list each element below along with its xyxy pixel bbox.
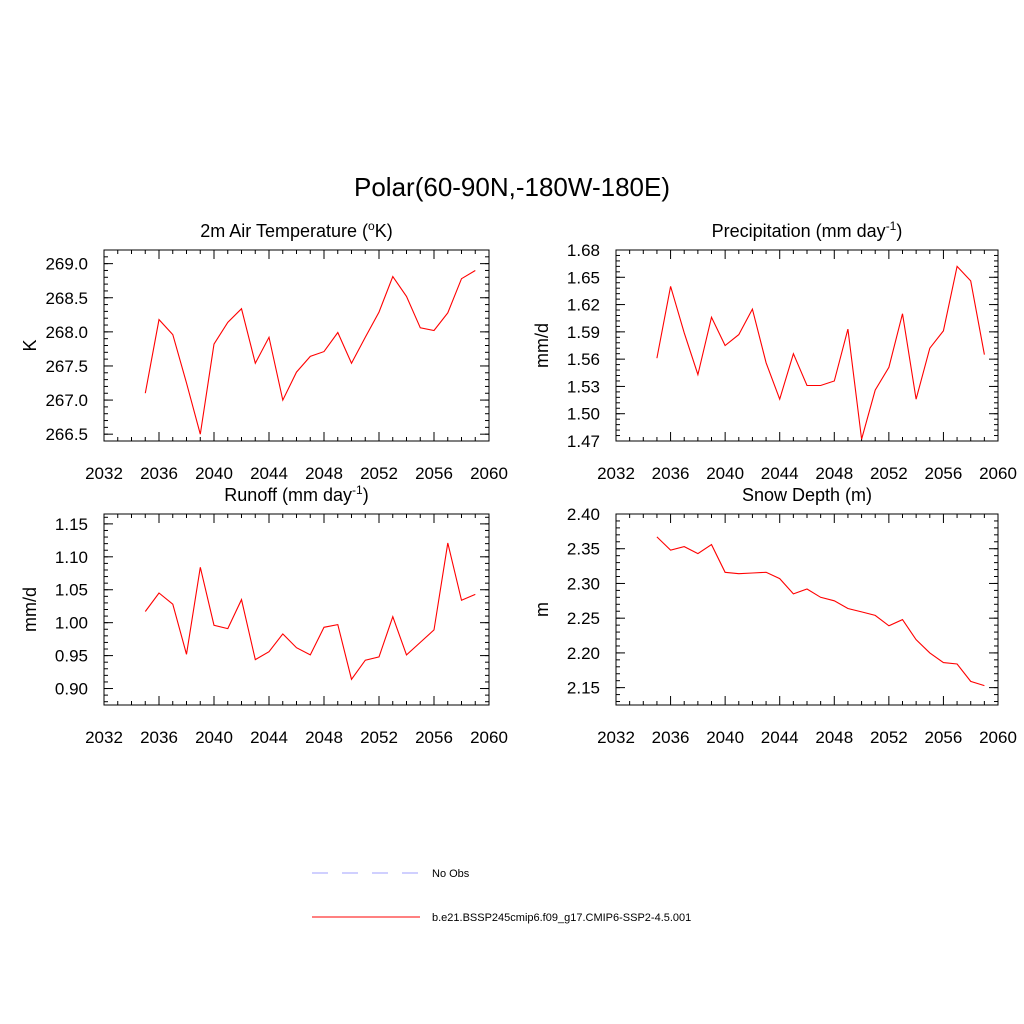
y-tick-label: 266.5 [45,425,88,444]
series-line [656,265,985,440]
x-tick-label: 2036 [140,464,178,483]
x-tick-label: 2056 [925,464,963,483]
x-tick-label: 2032 [597,464,635,483]
y-tick-label: 269.0 [45,255,88,274]
panel-runoff: Runoff (mm day-1) mm/d 2032 2036 2040 2044 204… [20,483,508,747]
x-tick-label: 2052 [870,464,908,483]
x-tick-label: 2048 [815,464,853,483]
legend-label: No Obs [432,868,470,880]
y-axis-label: m [532,602,552,617]
panel-title: Snow Depth (m) [742,485,872,505]
y-tick-label: 0.90 [55,680,88,699]
plot-frame [615,249,999,442]
y-axis-label: K [20,339,40,351]
y-tick-label: 1.15 [55,515,88,534]
y-tick-label: 267.0 [45,391,88,410]
y-tick-label: 2.20 [567,644,600,663]
y-axis-label: mm/d [532,323,552,368]
y-tick-label: 268.0 [45,323,88,342]
plot-frame [615,513,999,706]
x-tick-label: 2036 [140,728,178,747]
x-tick-label: 2032 [85,464,123,483]
x-tick-label: 2056 [415,728,453,747]
legend: No Obs b.e21.BSSP245cmip6.f09_g17.CMIP6-S… [312,868,691,924]
x-tick-label: 2036 [652,464,690,483]
legend-label: b.e21.BSSP245cmip6.f09_g17.CMIP6-SSP2-4.… [432,912,691,924]
x-tick-label: 2036 [652,728,690,747]
x-tick-label: 2052 [870,728,908,747]
y-axis-label: mm/d [20,587,40,632]
series-line [144,270,476,435]
x-tick-label: 2044 [250,728,288,747]
x-tick-label: 2052 [360,464,398,483]
x-tick-label: 2048 [815,728,853,747]
panel-title: Precipitation (mm day-1) [712,219,903,241]
panel-title: 2m Air Temperature (oK) [200,219,392,241]
y-tick-label: 1.65 [567,268,600,287]
x-tick-label: 2060 [979,728,1017,747]
x-tick-label: 2032 [85,728,123,747]
y-tick-label: 2.15 [567,679,600,698]
x-tick-label: 2048 [305,464,343,483]
series-line [144,542,476,681]
y-tick-label: 268.5 [45,289,88,308]
y-tick-label: 1.68 [567,241,600,260]
panel-temperature: 2m Air Temperature (oK) K 2032 2036 2040 2044… [20,219,508,483]
panels: 2m Air Temperature (oK) K 2032 2036 2040 2044… [20,219,1017,747]
y-tick-label: 1.59 [567,323,600,342]
x-tick-label: 2044 [250,464,288,483]
y-tick-label: 2.25 [567,609,600,628]
plot-frame [103,513,490,706]
x-tick-label: 2040 [706,728,744,747]
x-tick-label: 2044 [761,464,799,483]
panel-precipitation: Precipitation (mm day-1) mm/d 2032 2036 2040… [532,219,1017,483]
x-tick-label: 2060 [470,464,508,483]
y-tick-label: 2.30 [567,574,600,593]
panel-snow-depth: Snow Depth (m) m 2032 2036 2040 2044 2048 2052 2… [532,485,1017,747]
x-tick-label: 2040 [195,464,233,483]
y-tick-label: 267.5 [45,357,88,376]
y-tick-label: 1.47 [567,432,600,451]
y-tick-label: 1.56 [567,350,600,369]
y-tick-label: 1.10 [55,548,88,567]
panel-title: Runoff (mm day-1) [224,483,368,505]
y-tick-label: 1.53 [567,377,600,396]
x-tick-label: 2044 [761,728,799,747]
series-line [656,536,985,687]
x-tick-label: 2056 [415,464,453,483]
x-tick-label: 2048 [305,728,343,747]
y-tick-label: 2.35 [567,540,600,559]
y-tick-label: 1.00 [55,614,88,633]
y-tick-label: 2.40 [567,505,600,524]
x-tick-label: 2032 [597,728,635,747]
x-tick-label: 2056 [925,728,963,747]
figure-title: Polar(60-90N,-180W-180E) [354,172,670,202]
y-tick-label: 1.05 [55,581,88,600]
x-tick-label: 2040 [195,728,233,747]
y-tick-label: 0.95 [55,647,88,666]
plot-frame [103,249,490,442]
x-tick-label: 2060 [979,464,1017,483]
x-tick-label: 2060 [470,728,508,747]
y-tick-label: 1.62 [567,296,600,315]
x-tick-label: 2040 [706,464,744,483]
y-tick-label: 1.50 [567,405,600,424]
x-tick-label: 2052 [360,728,398,747]
